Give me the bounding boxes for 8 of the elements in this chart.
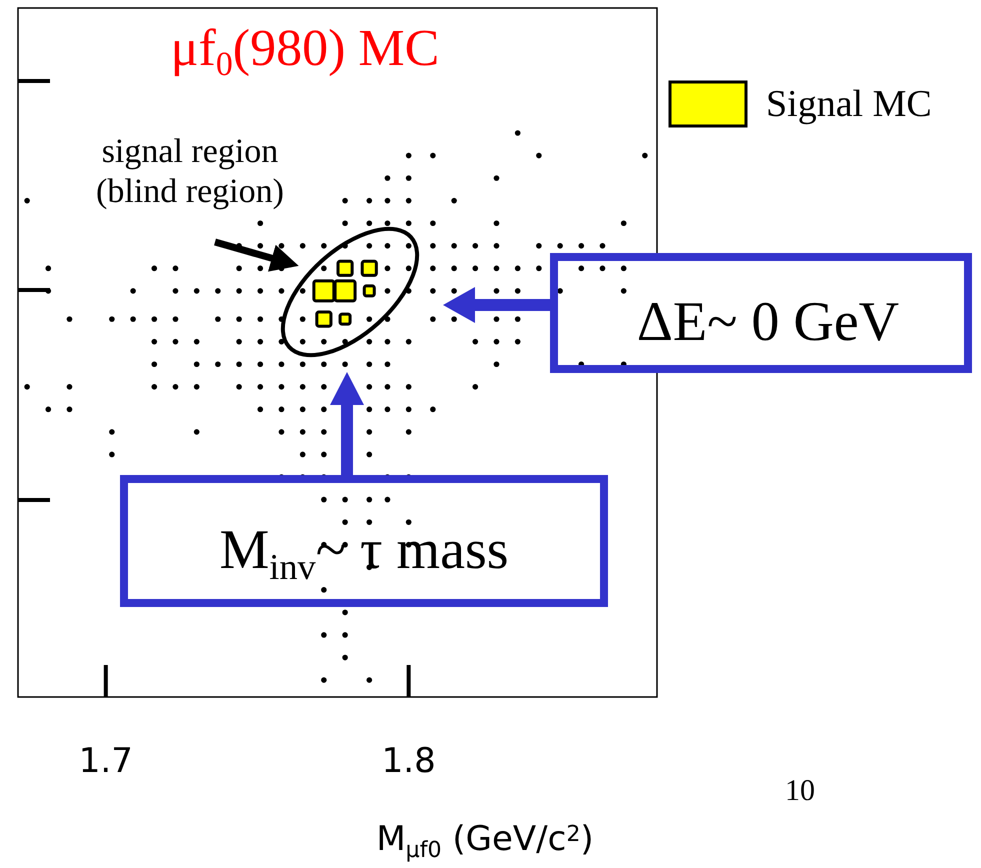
annotation: signal region (blind region) [96,133,284,210]
legend-label: Signal MC [766,83,932,125]
text: 10 [785,774,815,807]
x-tick-label: 1.8 [382,741,436,781]
x-axis-title: M$_{μf0}$ (GeV/c$^{2}$) [376,819,594,863]
x-tick-label: 1.7 [78,741,133,781]
chart-title: μf$_{0}$(980) MC [170,20,440,84]
annotation: ΔE~ 0 GeV [636,291,900,353]
